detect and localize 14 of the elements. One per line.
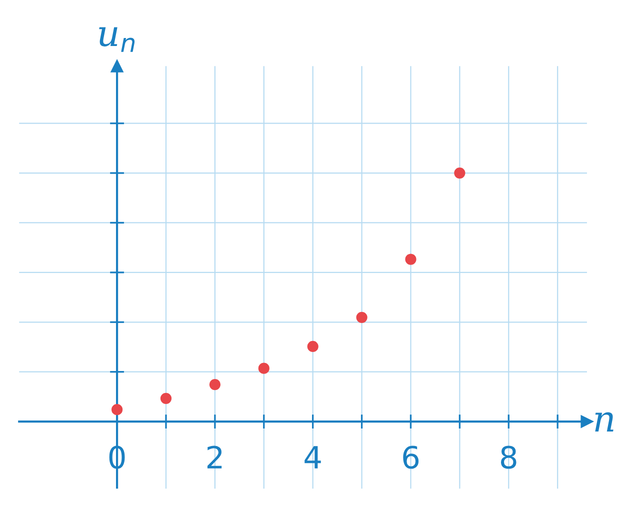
point: [405, 254, 416, 265]
point: [307, 340, 318, 352]
x-axis-title: n: [595, 412, 614, 432]
point: [356, 312, 368, 323]
x-tick-label: 4: [304, 446, 321, 468]
y-axis-title: u$_{n}$: [99, 27, 135, 52]
point: [258, 362, 270, 374]
x-tick-label: 6: [403, 446, 419, 469]
point: [454, 167, 466, 179]
point: [160, 392, 172, 404]
point: [111, 404, 123, 416]
x-tick-label: 8: [500, 446, 516, 469]
x-tick-label: 2: [207, 446, 222, 468]
point: [209, 378, 220, 390]
